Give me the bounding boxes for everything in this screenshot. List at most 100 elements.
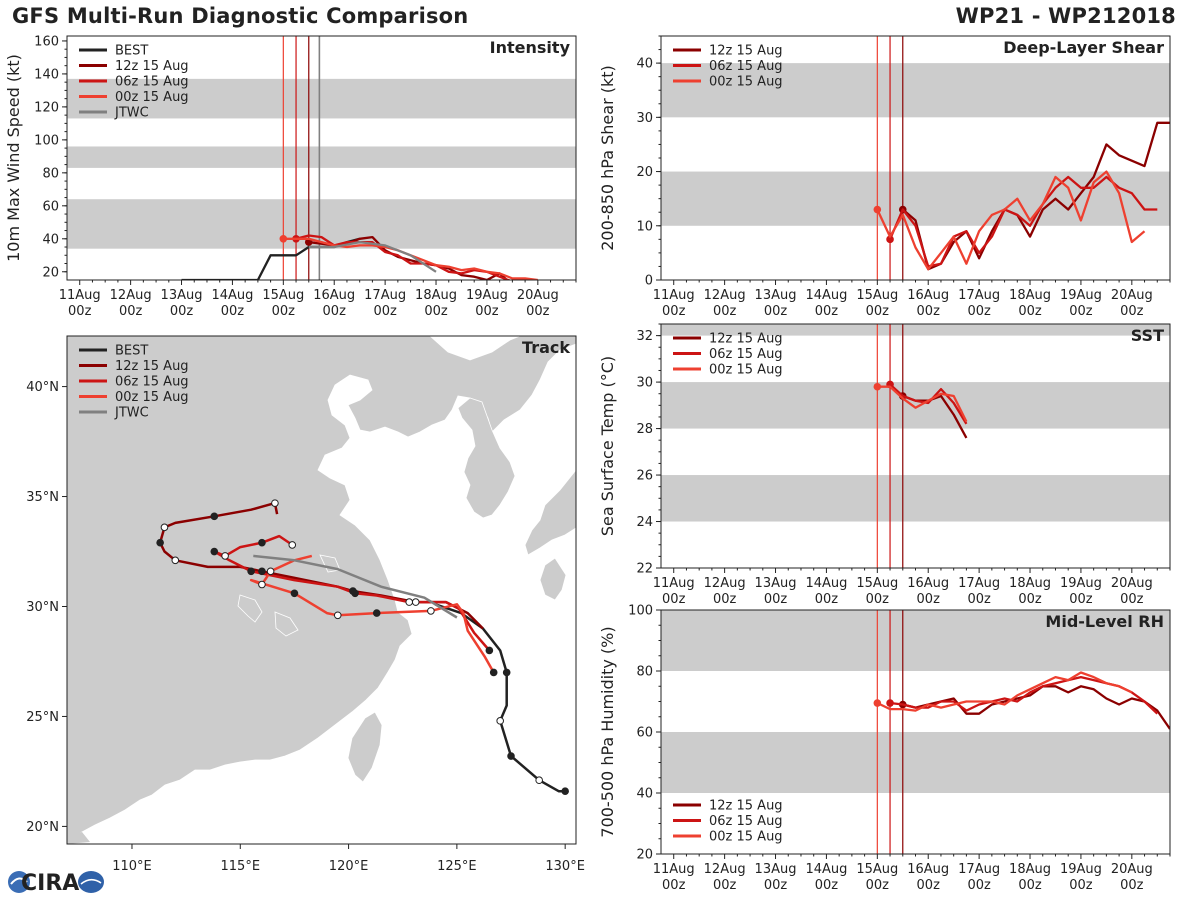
legend-label-best: BEST: [115, 44, 148, 59]
track-series-jtwc: [253, 554, 458, 619]
shear-xtick-sub-5: 00z: [917, 304, 941, 319]
track-point-filled-best-1: [507, 752, 515, 760]
intensity-xtick-sub-6: 00z: [373, 304, 397, 319]
intensity-ytick-label-120: 120: [34, 100, 59, 115]
sst-ytick-label-26: 26: [636, 469, 653, 484]
rh-xtick-label-2: 13Aug: [755, 862, 797, 877]
rh-xtick-sub-0: 00z: [662, 878, 686, 893]
intensity-xtick-sub-2: 00z: [170, 304, 194, 319]
rh-band-0: [661, 732, 1170, 793]
rh-ytick-label-40: 40: [636, 787, 653, 802]
sst-title: SST: [1131, 326, 1164, 345]
page-title: GFS Multi-Run Diagnostic Comparison: [12, 4, 469, 28]
shear-xtick-label-0: 11Aug: [653, 288, 695, 303]
land-taiwan: [347, 711, 383, 783]
land-korea: [457, 397, 516, 519]
sst-xtick-label-2: 13Aug: [755, 576, 797, 591]
legend-label-jtwc: JTWC: [114, 406, 149, 421]
track-lat-label-4: 40°N: [26, 380, 59, 395]
track-point-filled-best-2: [502, 668, 511, 677]
panel-sst: 22242628303211Aug00z12Aug00z13Aug00z14Au…: [598, 323, 1171, 607]
shear-xtick-label-2: 13Aug: [755, 288, 797, 303]
sst-xtick-label-4: 15Aug: [856, 576, 898, 591]
track-point-open-run06-1: [221, 552, 229, 560]
intensity-xtick-sub-7: 00z: [424, 304, 448, 319]
panel-rh: 2040608010011Aug00z12Aug00z13Aug00z14Aug…: [598, 604, 1171, 893]
sst-xtick-sub-1: 00z: [713, 592, 737, 607]
rh-xtick-sub-9: 00z: [1120, 878, 1144, 893]
storm-id: WP21 - WP212018: [955, 4, 1176, 28]
legend-label-run12: 12z 15 Aug: [115, 59, 189, 74]
track-lat-label-1: 25°N: [26, 710, 59, 725]
rh-xtick-sub-5: 00z: [917, 878, 941, 893]
track-point-filled-run06-0: [485, 646, 494, 655]
legend-label-jtwc: JTWC: [114, 106, 149, 121]
shear-ytick-label-20: 20: [636, 165, 653, 180]
legend-label-run12: 12z 15 Aug: [709, 44, 783, 59]
track-lon-label-1: 115°E: [221, 859, 261, 874]
intensity-band-1: [67, 146, 576, 168]
sst-xtick-sub-8: 00z: [1069, 592, 1093, 607]
shear-xtick-sub-4: 00z: [866, 304, 890, 319]
sst-xtick-sub-2: 00z: [764, 592, 788, 607]
shear-marker-run06-0: [886, 235, 894, 244]
track-point-open-run00-2: [258, 580, 266, 589]
intensity-ytick-label-140: 140: [34, 67, 59, 82]
track-lat-label-3: 35°N: [26, 490, 59, 505]
rh-ylabel: 700-500 hPa Humidity (%): [598, 626, 617, 837]
intensity-xtick-sub-8: 00z: [475, 304, 499, 319]
track-point-filled-run00-0: [489, 668, 498, 677]
sst-xtick-sub-3: 00z: [815, 592, 839, 607]
rh-xtick-sub-4: 00z: [866, 878, 890, 893]
rh-xtick-label-6: 17Aug: [958, 862, 1000, 877]
cira-logo: CIRA: [5, 866, 105, 896]
track-point-open-best-1: [496, 717, 504, 725]
rh-xtick-label-3: 14Aug: [805, 862, 847, 877]
track-point-filled-run06-2: [247, 567, 255, 576]
track-point-open-run12-0: [411, 598, 420, 606]
shear-xtick-sub-9: 00z: [1120, 304, 1144, 319]
intensity-marker-run00-0: [279, 234, 288, 243]
panel-intensity: 2040608010012014016011Aug00z12Aug00z13Au…: [4, 34, 577, 319]
track-point-filled-run06-3: [210, 547, 219, 556]
intensity-series-jtwc: [308, 240, 437, 273]
intensity-series-group: [181, 234, 538, 280]
shear-band-0: [661, 171, 1170, 226]
shear-xtick-sub-2: 00z: [764, 304, 788, 319]
track-lon-label-0: 110°E: [112, 859, 152, 874]
rh-series-run06: [889, 675, 1159, 715]
shear-xtick-sub-3: 00z: [815, 304, 839, 319]
land-japan: [524, 469, 576, 601]
track-point-filled-run06-4: [258, 538, 266, 547]
sst-band-2: [661, 324, 1170, 336]
sst-xtick-sub-4: 00z: [866, 592, 890, 607]
shear-ytick-label-40: 40: [636, 57, 653, 72]
track-point-filled-run00-1: [372, 609, 381, 617]
legend-label-run06: 06z 15 Aug: [709, 814, 783, 829]
track-lon-label-2: 120°E: [329, 859, 369, 874]
shear-ytick-label-10: 10: [636, 219, 653, 234]
intensity-xtick-sub-1: 00z: [119, 304, 143, 319]
logo-emblem-circle: [8, 871, 30, 893]
intensity-xtick-label-2: 13Aug: [161, 288, 203, 303]
rh-ytick-label-80: 80: [636, 665, 653, 680]
rh-series-run00: [876, 671, 1133, 712]
track-point-open-best-0: [535, 776, 543, 785]
track-title: Track: [522, 338, 570, 357]
intensity-xtick-sub-9: 00z: [526, 304, 550, 319]
sst-ytick-label-30: 30: [636, 376, 653, 391]
rh-xtick-sub-1: 00z: [713, 878, 737, 893]
rh-xtick-label-5: 16Aug: [907, 862, 949, 877]
intensity-xtick-sub-5: 00z: [323, 304, 347, 319]
intensity-ytick-label-160: 160: [34, 34, 59, 49]
sst-series-run06: [889, 383, 968, 425]
intensity-xtick-sub-3: 00z: [221, 304, 245, 319]
intensity-ytick-label-100: 100: [34, 133, 59, 148]
shear-xtick-sub-7: 00z: [1018, 304, 1042, 319]
track-point-open-run12-1: [171, 556, 180, 565]
logo-text: CIRA: [21, 871, 79, 896]
rh-xtick-label-7: 18Aug: [1009, 862, 1051, 877]
rh-ytick-label-100: 100: [628, 604, 653, 619]
intensity-title: Intensity: [490, 38, 571, 57]
track-lat-label-0: 20°N: [26, 820, 59, 835]
